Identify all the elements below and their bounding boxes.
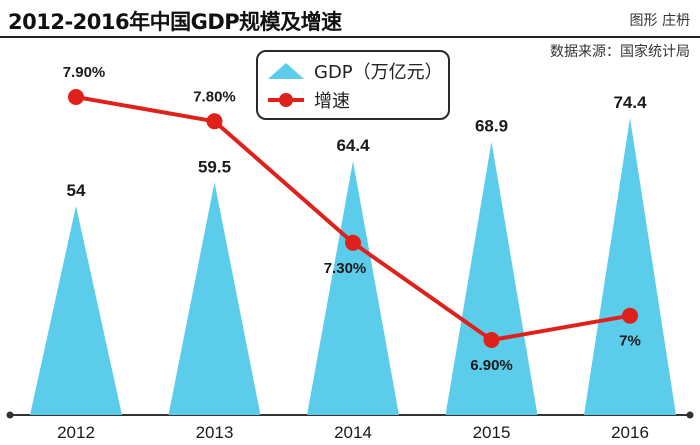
legend-item-rate: 增速 [268,87,350,113]
growth-rate-labels: 7.90% 7.80% 7.30% 6.90% 7% [63,64,641,374]
x-axis-end-dot-left [6,411,14,419]
x-axis-end-dot-right [686,411,694,419]
gdp-value-label-2016: 74.4 [613,93,647,112]
x-tick-2014: 2014 [334,423,372,442]
gdp-triangle-2012 [30,206,122,415]
x-tick-2012: 2012 [57,423,95,442]
growth-rate-series [68,89,638,348]
legend-triangle-icon [268,63,304,79]
growth-rate-label-2012: 7.90% [63,64,106,81]
gdp-triangle-2014 [307,161,399,415]
growth-rate-label-2015: 6.90% [470,357,513,374]
gdp-value-label-2013: 59.5 [198,157,231,176]
growth-rate-point-2014 [345,234,361,251]
x-tick-2013: 2013 [196,423,234,442]
gdp-value-label-2014: 64.4 [336,136,370,155]
growth-rate-point-2016 [622,307,638,324]
growth-rate-label-2013: 7.80% [193,88,236,105]
gdp-series [30,118,676,415]
gdp-triangle-2013 [168,182,261,415]
x-axis-tick-labels: 2012 2013 2014 2015 2016 [57,423,649,442]
legend-item-gdp: GDP（万亿元） [268,58,443,84]
gdp-value-label-2015: 68.9 [475,117,508,136]
gdp-triangle-2016 [584,118,676,415]
growth-rate-label-2014: 7.30% [324,260,367,277]
legend: GDP（万亿元） 增速 [256,50,450,120]
growth-rate-point-2013 [206,113,223,130]
page-title: 2012-2016年中国GDP规模及增速 [8,10,342,34]
gdp-value-labels: 54 59.5 64.4 68.9 74.4 [67,93,648,200]
x-tick-2015: 2015 [473,423,511,442]
title-divider [0,36,700,38]
graphic-credit: 图形 庄枬 [629,13,690,29]
legend-line-marker-icon [268,93,304,107]
data-source: 数据来源：国家统计局 [550,44,690,60]
legend-gdp-label: GDP（万亿元） [314,62,443,83]
growth-rate-point-2012 [68,89,84,105]
growth-rate-point-2015 [483,332,500,348]
gdp-triangle-2015 [445,141,538,415]
x-tick-2016: 2016 [611,423,649,442]
growth-rate-label-2016: 7% [619,333,641,350]
gdp-value-label-2012: 54 [67,181,86,200]
legend-rate-label: 增速 [314,91,350,112]
